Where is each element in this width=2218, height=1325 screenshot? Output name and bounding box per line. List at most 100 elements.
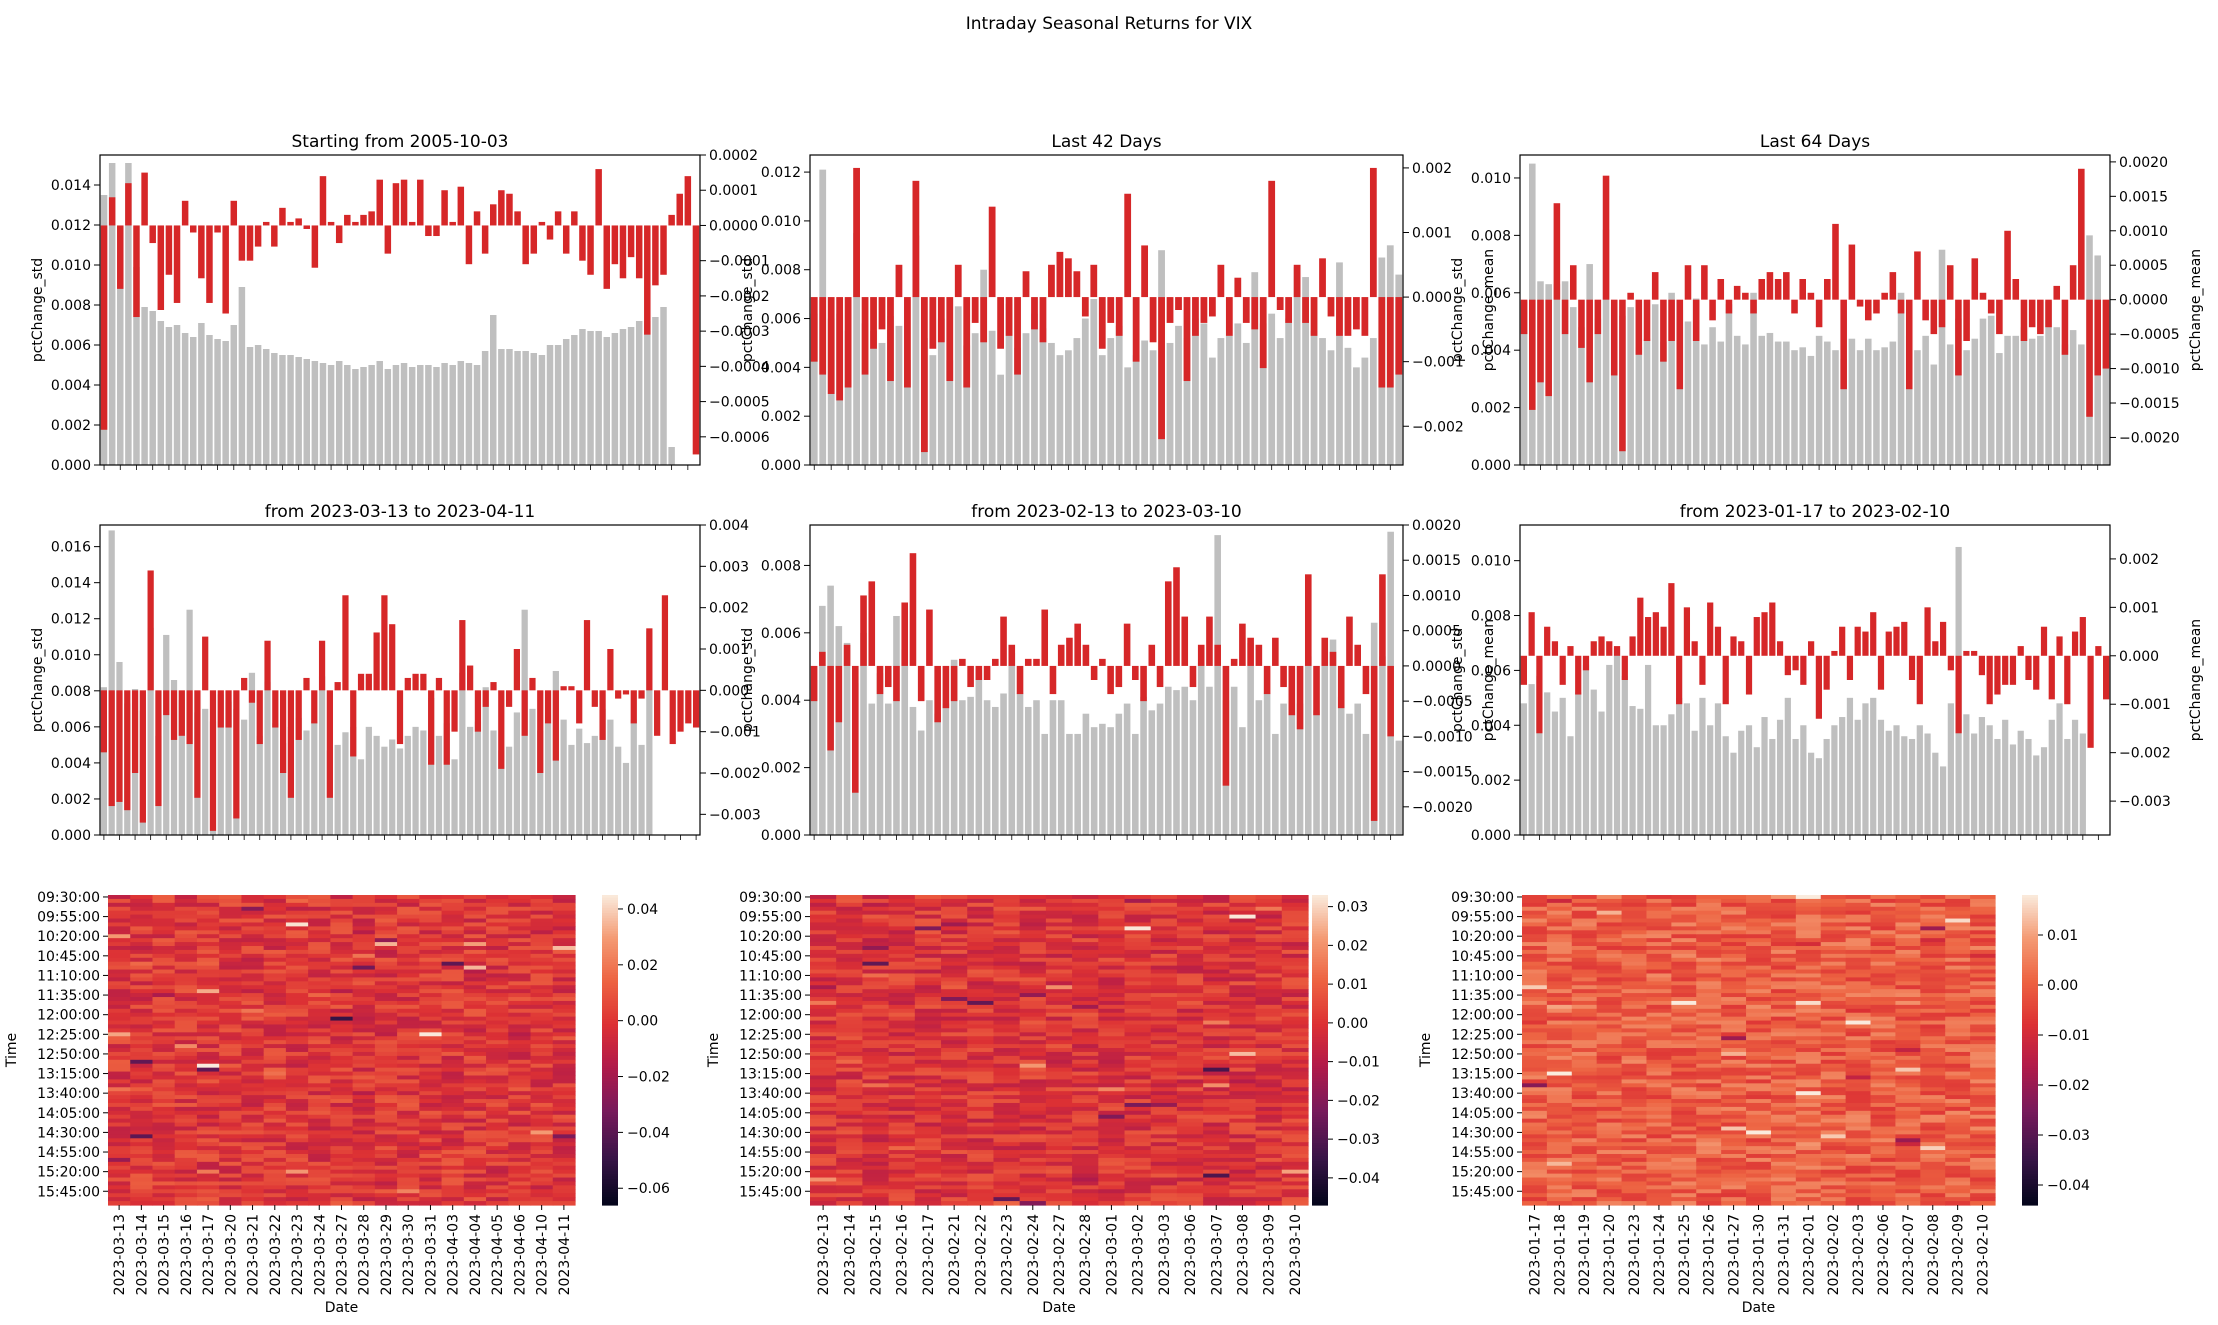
heatmap-cell [152,1055,176,1061]
heatmap-cell [241,985,265,990]
heatmap-cell [174,942,198,947]
heatmap-cell [508,1012,532,1018]
heatmap-cell [1203,1201,1230,1206]
heatmap-cell [108,989,131,994]
heatmap-cell [888,1146,916,1151]
std-bar [644,321,651,465]
heatmap-cell [530,895,554,900]
mean-bar [971,297,979,323]
heatmap-cell [1255,1004,1283,1010]
heatmap-cell [888,895,916,900]
heatmap-cell [419,1157,443,1163]
heatmap-cell [1098,1012,1126,1018]
heatmap-cell [1203,1079,1230,1084]
heatmap-cell [508,1134,532,1139]
heatmap-cell [1281,1012,1309,1018]
chart-title: from 2023-03-13 to 2023-04-11 [265,502,535,522]
heatmap-cell [108,1091,131,1096]
mean-bar [1056,251,1064,298]
heatmap-cell [1522,906,1548,912]
heatmap-cell [1098,938,1126,943]
std-bar [1707,725,1714,835]
mean-bar [117,225,124,289]
heatmap-cell [108,1169,131,1175]
heatmap-cell [1019,1201,1047,1206]
heatmap-cell [810,1106,837,1112]
heatmap-cell [1255,1126,1283,1132]
heatmap-cell [1203,1091,1230,1096]
std-bar [457,361,465,465]
mean-bar [954,264,962,298]
heatmap-cell [241,1075,265,1081]
heatmap-cell [1124,910,1152,916]
colorbar-step [1312,975,1328,979]
heatmap-cell [1281,969,1309,975]
chart-title: from 2023-02-13 to 2023-03-10 [971,502,1241,522]
std-bar [983,700,991,835]
heatmap-cell [285,1063,309,1069]
heatmap-cell [552,1146,576,1151]
heatmap-cell [1176,938,1204,943]
heatmap-cell [330,1134,354,1139]
heatmap-cell [352,1193,376,1198]
left-tick-label: 0.010 [1471,171,1511,187]
std-bar [1247,642,1254,835]
mean-bar [230,200,238,226]
heatmap-cell [441,1063,465,1069]
heatmap-cell [285,1110,309,1116]
heatmap-cell [152,1185,176,1190]
heatmap-cell [508,1150,532,1155]
heatmap-cell [441,1102,465,1108]
heatmap-cell [810,1142,837,1147]
heatmap-cell [1072,1185,1099,1190]
heatmap-cell [463,1153,487,1159]
heatmap-cell [1124,1036,1152,1041]
heatmap-cell [552,1048,576,1053]
colorbar-tick-label: −0.04 [627,1125,670,1141]
heatmap-cell [1546,1000,1573,1006]
heatmap-cell [108,918,131,924]
heatmap-cell [967,1169,995,1175]
heatmap-cell [1045,934,1073,939]
heatmap-cell [508,895,532,900]
std-bar [975,669,983,835]
heatmap-cell [941,922,968,927]
std-bar [1183,338,1191,465]
mean-bar [1707,602,1714,656]
heatmap-cell [374,1000,398,1006]
heatmap-cell [1019,946,1047,951]
heatmap-cell [1229,1075,1257,1081]
heatmap-cell [888,953,916,959]
std-bar [571,335,578,465]
heatmap-cell [941,1044,968,1049]
heatmap-cell [219,1032,243,1037]
colorbar-step [602,995,618,999]
heatmap-cell [152,949,176,955]
mean-bar [2061,299,2069,355]
heatmap-cell [1019,1173,1047,1179]
heatmap-cell [1098,957,1126,963]
heatmap-cell [374,1091,398,1096]
heatmap-cell [1229,993,1257,998]
heatmap-cell [1098,902,1126,908]
left-tick-label: 0.012 [51,218,91,234]
std-bar [1181,686,1189,835]
heatmap-cell [1203,1063,1230,1069]
heatmap-cell [810,1189,837,1194]
heatmap-cell [330,1099,354,1104]
heatmap-cell [1281,1134,1309,1139]
heatmap-cell [463,1122,487,1128]
heatmap-cell [219,906,243,912]
std-bar [622,762,630,835]
heatmap-cell [1019,1138,1047,1143]
heatmap-cell [330,949,354,955]
mean-bar [451,690,458,732]
heatmap-cell [941,981,968,986]
heatmap-cell [130,1063,154,1069]
heatmap-cell [397,1036,420,1041]
heatmap-cell [130,1150,154,1155]
heatmap-cell [374,1185,398,1190]
colorbar-step [1312,1060,1328,1064]
left-tick-label: 0.014 [51,576,91,592]
heatmap-cell [530,961,554,967]
